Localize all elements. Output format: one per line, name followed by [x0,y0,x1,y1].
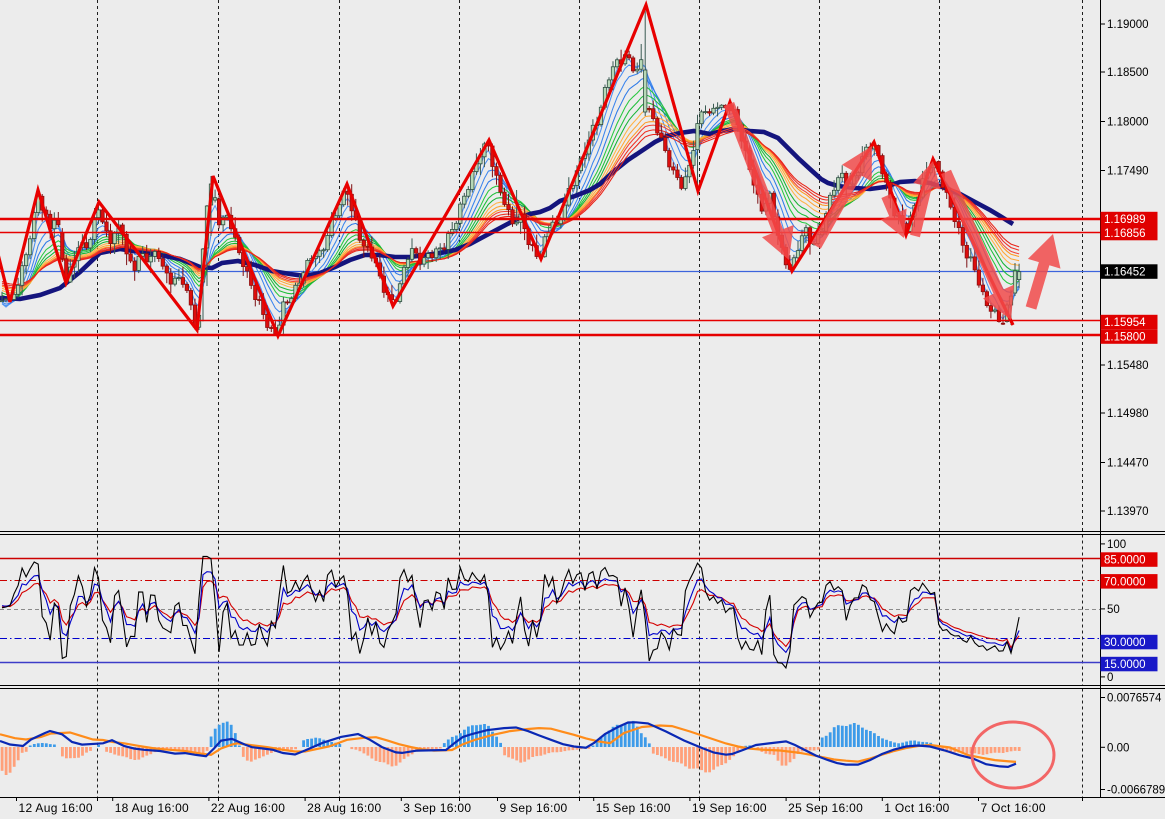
svg-text:1.15954: 1.15954 [1104,317,1146,329]
svg-text:1.14980: 1.14980 [1107,408,1149,420]
svg-text:1.18000: 1.18000 [1107,117,1149,129]
svg-text:0.0076574: 0.0076574 [1107,693,1162,705]
svg-text:1.15480: 1.15480 [1107,360,1149,372]
svg-text:30.0000: 30.0000 [1104,637,1146,649]
svg-text:1 Oct 16:00: 1 Oct 16:00 [884,801,949,815]
svg-text:1.16452: 1.16452 [1104,267,1146,279]
svg-text:1.17490: 1.17490 [1107,166,1149,178]
svg-text:19 Sep 16:00: 19 Sep 16:00 [692,801,767,815]
svg-text:18 Aug 16:00: 18 Aug 16:00 [115,801,189,815]
svg-text:3 Sep 16:00: 3 Sep 16:00 [403,801,471,815]
svg-text:70.0000: 70.0000 [1104,576,1146,588]
svg-text:1.14470: 1.14470 [1107,458,1149,470]
svg-text:50: 50 [1107,604,1120,616]
svg-text:12 Aug 16:00: 12 Aug 16:00 [19,801,93,815]
svg-text:15 Sep 16:00: 15 Sep 16:00 [596,801,671,815]
svg-text:7 Oct 16:00: 7 Oct 16:00 [981,801,1046,815]
svg-text:25 Sep 16:00: 25 Sep 16:00 [788,801,863,815]
svg-text:0: 0 [1107,672,1113,684]
svg-text:-0.0066789: -0.0066789 [1107,785,1165,797]
svg-text:0.00: 0.00 [1107,742,1129,754]
svg-text:1.19000: 1.19000 [1107,19,1149,31]
svg-text:1.15800: 1.15800 [1104,332,1146,344]
svg-text:22 Aug 16:00: 22 Aug 16:00 [211,801,285,815]
svg-text:100: 100 [1107,539,1126,551]
svg-text:1.16856: 1.16856 [1104,228,1146,240]
svg-text:15.0000: 15.0000 [1104,659,1146,671]
svg-text:28 Aug 16:00: 28 Aug 16:00 [307,801,381,815]
svg-text:1.13970: 1.13970 [1107,506,1149,518]
svg-text:85.0000: 85.0000 [1104,555,1146,567]
svg-text:1.18500: 1.18500 [1107,67,1149,79]
svg-text:9 Sep 16:00: 9 Sep 16:00 [500,801,568,815]
svg-text:1.16989: 1.16989 [1104,214,1146,226]
